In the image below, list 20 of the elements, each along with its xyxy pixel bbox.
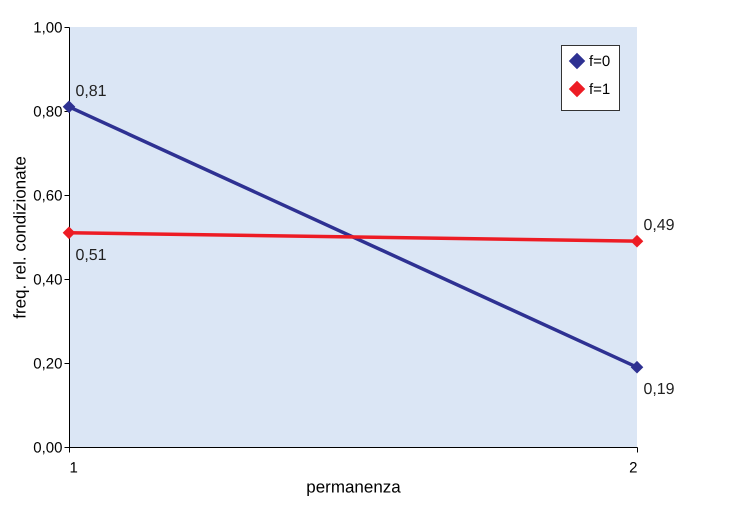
y-tick-label: 0,00: [33, 440, 62, 456]
x-tick-label: 2: [629, 460, 638, 476]
point: [630, 234, 644, 248]
data-label: 0,19: [643, 381, 675, 398]
y-tick-label: 0,60: [33, 188, 62, 204]
y-tick-label: 0,40: [33, 272, 62, 288]
point: [62, 226, 76, 240]
y-axis-title: freq. rel. condizionate: [10, 156, 30, 319]
point: [630, 360, 644, 374]
point: [62, 100, 76, 114]
data-label: 0,51: [75, 246, 107, 264]
data-label: 0,49: [643, 217, 675, 234]
x-tick-label: 1: [70, 460, 78, 476]
y-tick-label: 0,80: [33, 104, 62, 120]
data-label: 0,81: [75, 82, 107, 100]
x-axis-title: permanenza: [306, 478, 402, 496]
legend-label: f=0: [589, 53, 610, 70]
y-tick-label: 1,00: [33, 20, 62, 36]
y-tick-label: 0,20: [33, 356, 62, 372]
legend-label: f=1: [589, 81, 610, 98]
